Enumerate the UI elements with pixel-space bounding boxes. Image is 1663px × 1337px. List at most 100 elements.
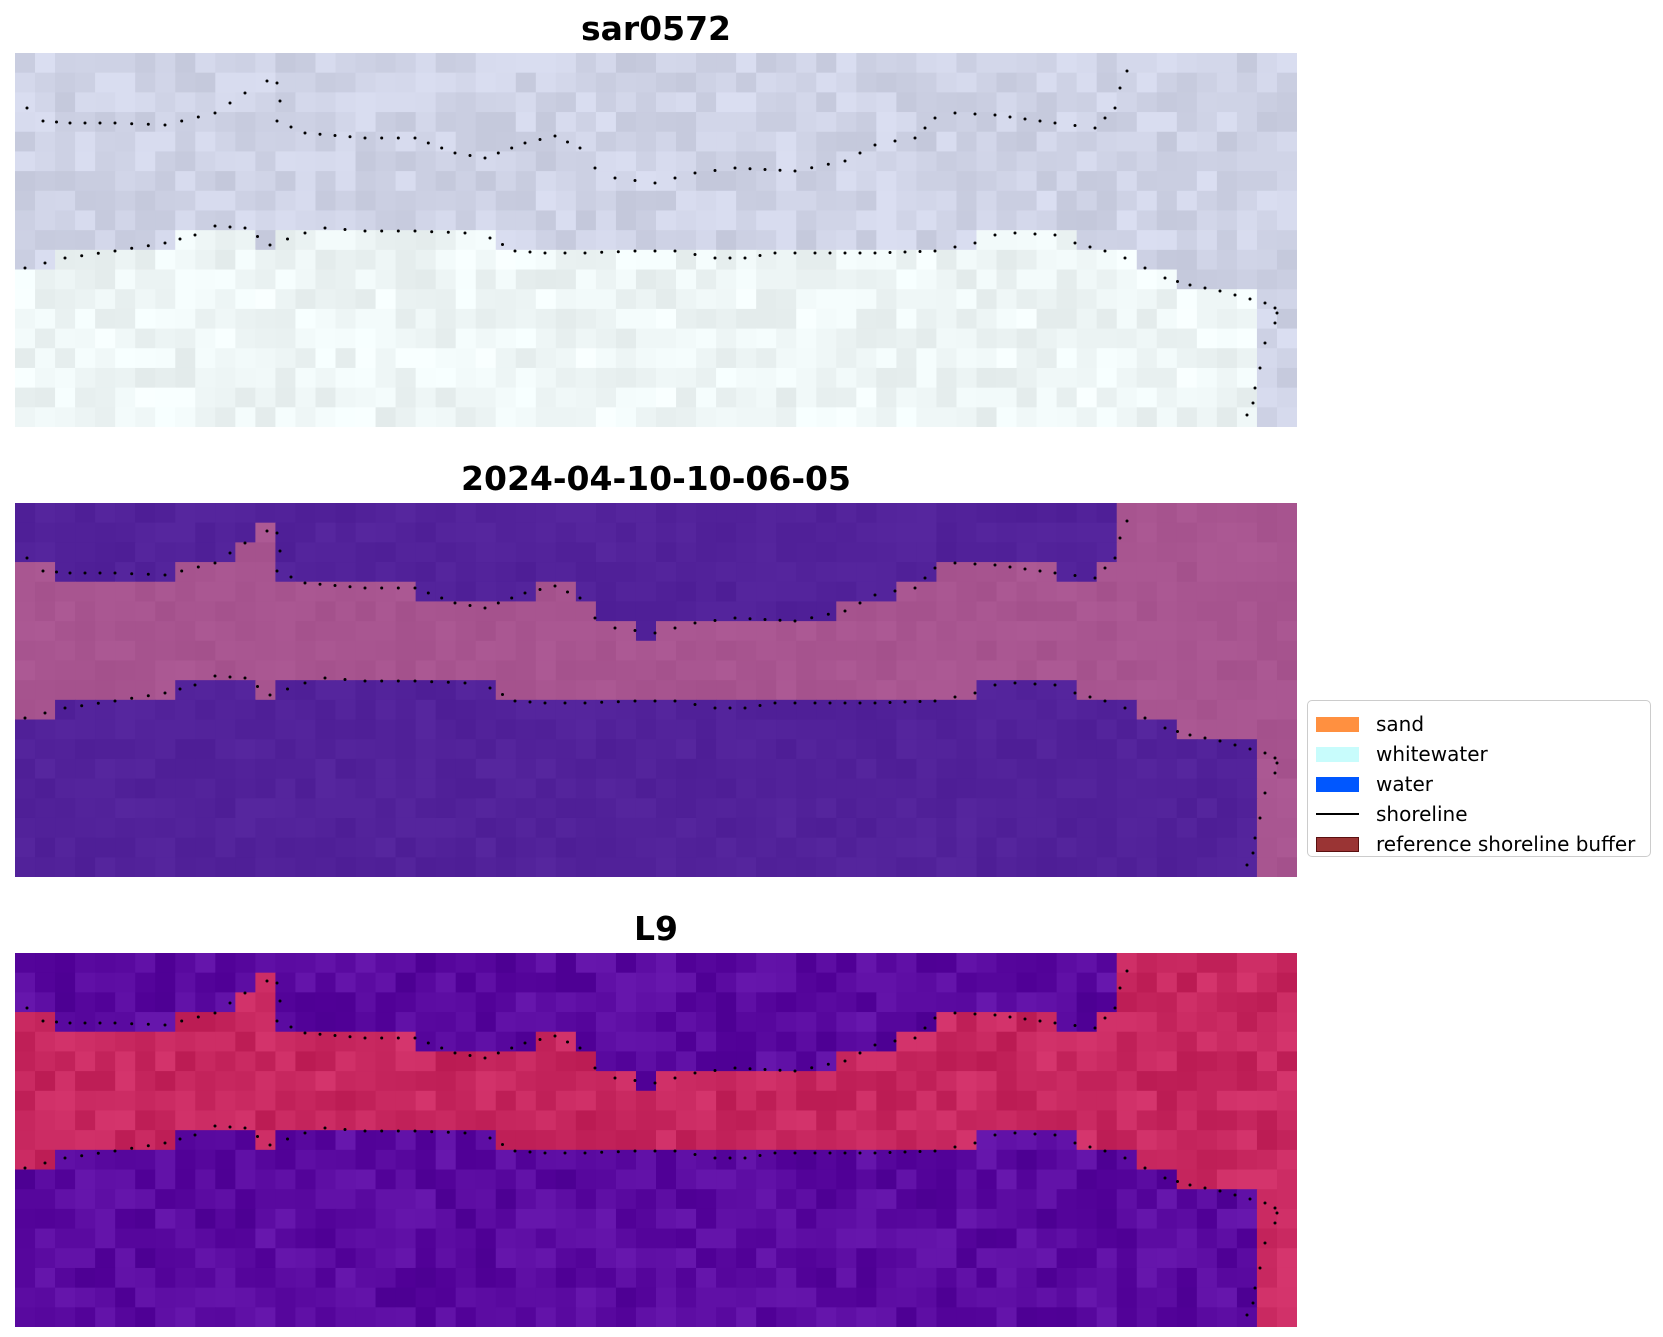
class-pixel bbox=[1076, 621, 1098, 642]
index-pixel bbox=[1276, 972, 1297, 993]
index-shoreline-point bbox=[333, 1034, 337, 1037]
index-pixel bbox=[896, 1090, 918, 1112]
class-pixel bbox=[996, 778, 1018, 799]
class-pixel bbox=[736, 522, 757, 543]
class-pixel bbox=[635, 640, 657, 662]
index-pixel bbox=[635, 1267, 657, 1289]
index-pixel bbox=[135, 1189, 156, 1210]
rgb-pixel bbox=[255, 131, 277, 153]
rgb-pixel bbox=[1076, 72, 1098, 93]
rgb-pixel bbox=[836, 289, 857, 310]
rgb-pixel bbox=[375, 190, 397, 212]
index-pixel bbox=[916, 1071, 938, 1092]
rgb-pixel bbox=[335, 269, 357, 290]
class-pixel bbox=[55, 601, 76, 622]
rgb-pixel bbox=[355, 308, 377, 330]
panel-title-classified: 2024-04-10-10-06-05 bbox=[461, 459, 851, 498]
rgb-pixel bbox=[395, 171, 417, 192]
index-pixel bbox=[856, 1090, 877, 1112]
index-pixel bbox=[555, 1071, 577, 1092]
index-pixel bbox=[1156, 1051, 1178, 1072]
class-pixel bbox=[635, 778, 657, 799]
rgb-shoreline-point bbox=[1073, 241, 1077, 245]
class-pixel bbox=[1196, 621, 1218, 642]
class-pixel bbox=[455, 817, 477, 839]
class-pixel bbox=[1076, 581, 1098, 603]
rgb-pixel bbox=[1256, 387, 1278, 408]
rgb-pixel bbox=[615, 190, 637, 212]
rgb-pixel bbox=[1036, 367, 1058, 389]
legend-item-whitewater: whitewater bbox=[1316, 739, 1650, 769]
rgb-pixel bbox=[535, 328, 557, 349]
rgb-pixel bbox=[35, 407, 56, 427]
class-pixel bbox=[35, 640, 56, 662]
index-pixel bbox=[976, 1130, 998, 1151]
class-pixel bbox=[716, 640, 737, 662]
class-pixel bbox=[836, 739, 857, 760]
rgb-shoreline-point bbox=[1258, 366, 1262, 370]
class-pixel bbox=[135, 601, 156, 622]
rgb-pixel bbox=[696, 249, 717, 271]
rgb-pixel bbox=[936, 112, 958, 133]
index-shoreline-point bbox=[275, 1019, 279, 1023]
class-pixel bbox=[215, 562, 236, 583]
rgb-pixel bbox=[956, 269, 978, 290]
index-shoreline-point bbox=[1163, 1176, 1167, 1180]
rgb-pixel bbox=[155, 210, 176, 231]
class-pixel bbox=[435, 739, 457, 760]
index-pixel bbox=[515, 1012, 537, 1033]
class-pixel bbox=[916, 719, 938, 740]
class-pixel bbox=[295, 857, 317, 877]
class-pixel bbox=[35, 699, 56, 721]
rgb-pixel bbox=[896, 230, 918, 251]
class-pixel bbox=[315, 640, 337, 662]
rgb-shoreline-point bbox=[1143, 266, 1147, 270]
class-pixel bbox=[255, 739, 277, 760]
index-pixel bbox=[475, 1208, 497, 1230]
class-pixel bbox=[756, 680, 777, 701]
rgb-pixel bbox=[1056, 131, 1078, 153]
class-pixel bbox=[1096, 562, 1118, 583]
class-pixel bbox=[1096, 758, 1118, 780]
legend-item-sand: sand bbox=[1316, 709, 1650, 739]
rgb-pixel bbox=[595, 112, 617, 133]
index-pixel bbox=[1136, 1149, 1158, 1171]
index-pixel bbox=[115, 1287, 136, 1308]
class-pixel bbox=[295, 758, 317, 780]
class-pixel bbox=[255, 522, 277, 543]
class-pixel bbox=[1056, 601, 1078, 622]
index-pixel bbox=[1176, 1051, 1198, 1072]
class-pixel bbox=[836, 857, 857, 877]
index-pixel bbox=[235, 1110, 256, 1131]
class-pixel bbox=[1176, 719, 1198, 740]
rgb-pixel bbox=[375, 249, 397, 271]
rgb-pixel bbox=[816, 72, 837, 93]
class-pixel bbox=[996, 837, 1018, 858]
rgb-shoreline-point bbox=[653, 249, 657, 253]
rgb-pixel bbox=[535, 230, 557, 251]
index-pixel bbox=[335, 1110, 357, 1131]
rgb-pixel bbox=[1116, 308, 1138, 330]
rgb-pixel bbox=[235, 53, 256, 74]
class-pixel bbox=[535, 857, 557, 877]
index-pixel bbox=[395, 1149, 417, 1171]
rgb-pixel bbox=[555, 328, 577, 349]
index-pixel bbox=[1116, 1287, 1138, 1308]
class-pixel bbox=[856, 621, 877, 642]
index-pixel bbox=[1096, 1267, 1118, 1289]
class-pixel bbox=[295, 542, 317, 563]
class-pixel bbox=[435, 601, 457, 622]
rgb-pixel bbox=[1036, 92, 1058, 113]
rgb-shoreline-point bbox=[1103, 116, 1107, 120]
class-pixel bbox=[816, 739, 837, 760]
index-pixel bbox=[956, 1090, 978, 1112]
index-pixel bbox=[996, 1208, 1018, 1230]
index-pixel bbox=[856, 1248, 877, 1269]
class-shoreline-point bbox=[778, 618, 782, 622]
index-pixel bbox=[455, 1130, 477, 1151]
rgb-pixel bbox=[836, 387, 857, 408]
rgb-pixel bbox=[696, 230, 717, 251]
class-pixel bbox=[1216, 699, 1238, 721]
index-pixel bbox=[135, 1307, 156, 1327]
index-pixel bbox=[55, 992, 76, 1013]
